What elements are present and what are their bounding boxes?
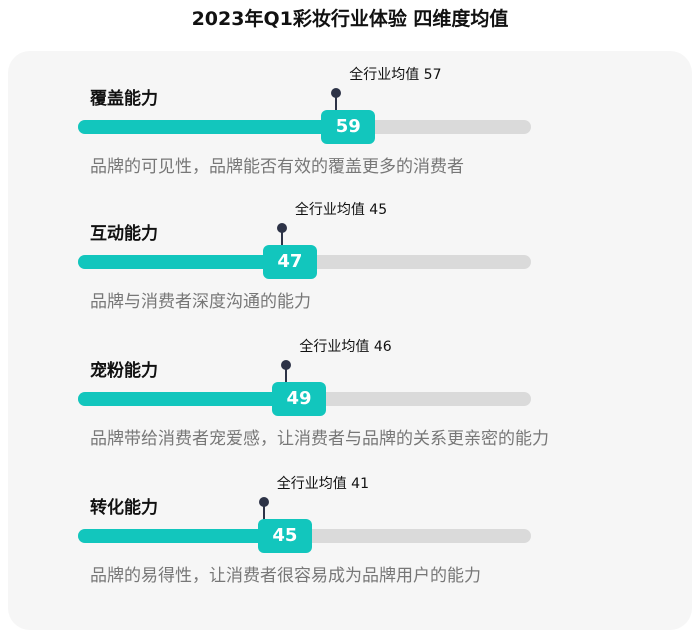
bar-fill — [78, 392, 300, 406]
dimension-description: 品牌的可见性，品牌能否有效的覆盖更多的消费者 — [90, 157, 464, 177]
bar-fill — [78, 529, 282, 543]
avg-label: 全行业均值 46 — [299, 337, 391, 357]
avg-marker-dot — [258, 497, 269, 507]
bar-fill — [78, 255, 291, 269]
dimension-row: 宠粉能力 全行业均值 46 49 品牌带给消费者宠爱感，让消费者与品牌的关系更亲密的能… — [0, 339, 700, 499]
avg-label-value: 41 — [351, 476, 369, 492]
avg-label: 全行业均值 41 — [277, 474, 369, 494]
dimension-row: 覆盖能力 全行业均值 57 59 品牌的可见性，品牌能否有效的覆盖更多的消费者 — [0, 67, 700, 227]
avg-label-value: 45 — [369, 202, 388, 218]
dimension-row: 转化能力 全行业均值 41 45 品牌的易得性，让消费者很容易成为品牌用户的能力 — [0, 476, 700, 636]
avg-label: 全行业均值 45 — [295, 200, 387, 220]
value-badge: 47 — [262, 245, 317, 279]
avg-marker-line — [285, 365, 288, 383]
avg-marker-line — [280, 228, 283, 246]
dimension-name: 转化能力 — [90, 498, 158, 518]
avg-marker-line — [262, 502, 265, 520]
dimension-description: 品牌带给消费者宠爱感，让消费者与品牌的关系更亲密的能力 — [90, 429, 549, 449]
avg-label-value: 46 — [373, 339, 392, 355]
dimension-row: 互动能力 全行业均值 45 47 品牌与消费者深度沟通的能力 — [0, 202, 700, 362]
bar-track — [78, 120, 531, 134]
dimension-description: 品牌的易得性，让消费者很容易成为品牌用户的能力 — [90, 566, 481, 586]
bar-fill — [78, 120, 346, 134]
dimension-name: 互动能力 — [90, 224, 158, 244]
dimension-name: 覆盖能力 — [90, 89, 158, 109]
avg-marker-dot — [331, 88, 342, 98]
avg-label-prefix: 全行业均值 — [349, 67, 424, 83]
dimension-description: 品牌与消费者深度沟通的能力 — [90, 292, 311, 312]
avg-label-prefix: 全行业均值 — [299, 339, 374, 355]
value-badge: 49 — [271, 382, 326, 416]
value-badge: 59 — [321, 110, 376, 144]
avg-label-value: 57 — [423, 67, 442, 83]
dimension-name: 宠粉能力 — [90, 361, 158, 381]
avg-label-prefix: 全行业均值 — [294, 202, 370, 218]
avg-marker-line — [335, 93, 338, 111]
avg-marker-dot — [276, 223, 287, 233]
avg-marker-dot — [281, 360, 292, 370]
value-badge: 45 — [257, 519, 312, 553]
avg-label: 全行业均值 57 — [349, 65, 441, 85]
avg-label-prefix: 全行业均值 — [276, 476, 352, 492]
chart-title: 2023年Q1彩妆行业体验 四维度均值 — [191, 8, 509, 30]
